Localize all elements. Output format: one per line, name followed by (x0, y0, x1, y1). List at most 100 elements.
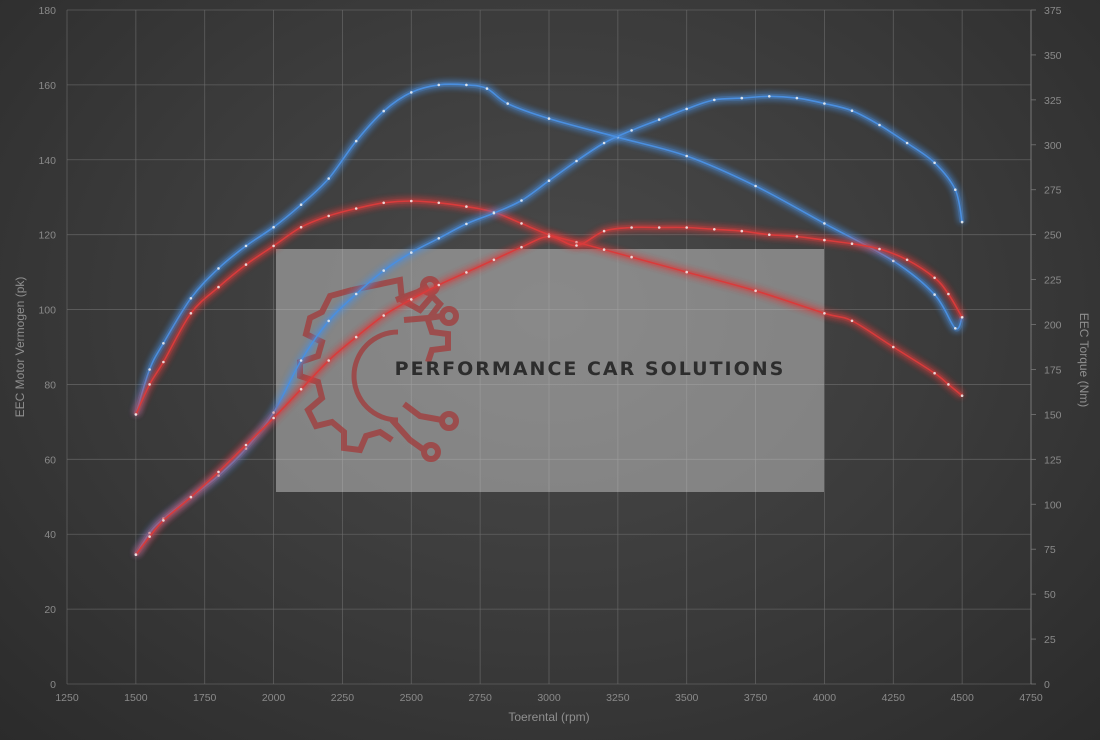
x-tick-label: 1750 (193, 692, 217, 704)
watermark-text: PERFORMANCE CAR SOLUTIONS (395, 358, 786, 380)
y2-tick-label: 50 (1044, 589, 1056, 601)
data-point (134, 553, 138, 556)
data-point (602, 141, 606, 145)
data-point (960, 394, 964, 398)
watermark: PERFORMANCE CAR SOLUTIONS (276, 249, 824, 492)
data-point (892, 345, 895, 349)
data-point (410, 298, 413, 301)
data-point (410, 199, 413, 203)
data-point (933, 276, 936, 280)
x-tick-label: 4500 (950, 692, 974, 704)
data-point (189, 495, 193, 499)
x-tick-label: 2250 (331, 692, 355, 704)
data-point (754, 289, 757, 293)
data-point (878, 247, 881, 251)
data-point (892, 259, 895, 263)
data-point (685, 154, 688, 158)
gear-circuit-logo-icon (297, 276, 459, 462)
y2-tick-label: 100 (1044, 499, 1062, 511)
data-point (485, 87, 489, 90)
data-point (795, 96, 799, 100)
data-point (465, 205, 468, 208)
data-point (354, 139, 358, 143)
data-point (217, 285, 220, 289)
data-point (354, 335, 358, 339)
data-point (272, 225, 275, 229)
data-point (947, 292, 950, 296)
y2-tick-label: 250 (1044, 230, 1062, 242)
data-point (823, 102, 826, 105)
data-point (823, 222, 826, 225)
data-point (960, 220, 964, 224)
data-point (437, 201, 441, 205)
x-tick-label: 1500 (124, 692, 148, 704)
data-point (575, 159, 578, 163)
data-point (713, 98, 716, 102)
data-point (189, 312, 193, 315)
data-point (547, 179, 551, 182)
x-tick-label: 2000 (262, 692, 286, 704)
data-point (575, 244, 578, 247)
y2-tick-label: 325 (1044, 95, 1062, 107)
data-point (382, 269, 386, 272)
data-point (410, 91, 413, 94)
y2-tick-label: 300 (1044, 140, 1062, 152)
series-0 (133, 81, 965, 416)
data-point (327, 177, 331, 180)
data-point (850, 109, 854, 112)
series-1 (133, 198, 964, 416)
x-tick-label: 3500 (675, 692, 699, 704)
y-tick-label: 0 (50, 679, 56, 691)
data-point (685, 226, 688, 229)
y-tick-label: 140 (38, 155, 56, 167)
y2-tick-label: 75 (1044, 544, 1056, 556)
y-axis-title: EEC Motor Vermogen (pk) (13, 277, 27, 418)
data-point (327, 214, 331, 218)
data-point (437, 283, 441, 287)
data-point (768, 233, 771, 236)
data-point (465, 271, 468, 274)
data-point (189, 297, 193, 300)
data-point (630, 129, 633, 132)
data-point (148, 383, 151, 386)
data-point (382, 314, 386, 317)
data-point (465, 222, 468, 226)
y2-tick-label: 200 (1044, 320, 1062, 332)
data-point (272, 411, 275, 414)
data-point (933, 293, 936, 296)
y2-tick-label: 375 (1044, 5, 1062, 17)
x-tick-label: 2500 (400, 692, 424, 704)
data-point (244, 263, 248, 266)
data-point (850, 242, 854, 245)
y-tick-label: 40 (44, 529, 56, 541)
y-tick-label: 80 (44, 379, 56, 391)
data-point (354, 292, 358, 296)
series (133, 81, 965, 557)
x-tick-label: 3750 (744, 692, 768, 704)
data-point (272, 244, 275, 248)
x-tick-label: 1250 (55, 692, 79, 704)
data-point (327, 319, 331, 323)
y2-tick-label: 350 (1044, 50, 1062, 62)
data-point (162, 342, 165, 345)
data-point (354, 207, 358, 210)
data-point (492, 211, 496, 215)
y-tick-label: 60 (44, 454, 56, 466)
data-point (602, 229, 606, 233)
data-point (575, 240, 578, 244)
data-point (327, 359, 331, 362)
y2-tick-label: 275 (1044, 185, 1062, 197)
data-point (382, 109, 386, 113)
data-point (299, 359, 303, 362)
y-tick-label: 180 (38, 5, 56, 17)
data-point (410, 251, 413, 254)
x-tick-label: 3250 (606, 692, 630, 704)
data-point (244, 443, 248, 447)
data-point (272, 416, 275, 420)
y2-tick-label: 150 (1044, 409, 1062, 421)
data-point (954, 327, 957, 330)
data-point (217, 470, 220, 474)
data-point (217, 267, 220, 270)
